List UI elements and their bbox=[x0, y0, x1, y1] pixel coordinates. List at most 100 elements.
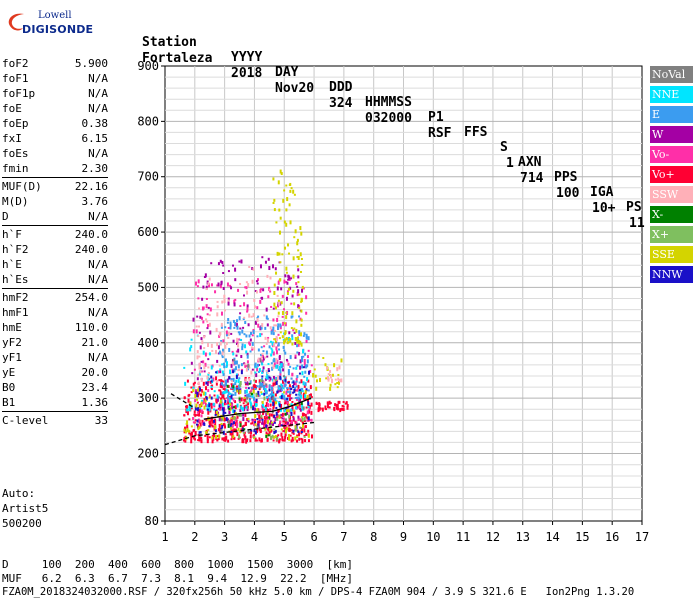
echo-point-nnw bbox=[287, 381, 290, 384]
echo-point-e bbox=[279, 323, 282, 328]
echo-point-ssw bbox=[257, 357, 260, 362]
echo-point-vo bbox=[267, 409, 270, 412]
echo-point-sse bbox=[218, 434, 221, 439]
echo-point-vo bbox=[205, 404, 208, 408]
echo-point-nne bbox=[221, 370, 224, 374]
echo-point-vo bbox=[258, 437, 261, 442]
echo-point-ssw bbox=[272, 365, 275, 370]
echo-point-vo bbox=[268, 413, 271, 417]
echo-point-e bbox=[295, 380, 298, 383]
echo-point-nne bbox=[225, 366, 228, 369]
echo-point-vo bbox=[291, 372, 294, 376]
echo-point-e bbox=[266, 375, 269, 380]
echo-point-w bbox=[238, 260, 241, 263]
echo-point-ssw bbox=[272, 379, 275, 383]
echo-point-vo bbox=[197, 439, 200, 442]
echo-point-e bbox=[300, 387, 303, 392]
echo-point-sse bbox=[329, 386, 332, 391]
echo-point-e bbox=[268, 397, 271, 400]
echo-point-vo bbox=[329, 402, 332, 405]
echo-point-nnw bbox=[290, 412, 293, 417]
echo-point-w bbox=[279, 302, 282, 306]
echo-point-ssw bbox=[223, 309, 226, 312]
echo-point-sse bbox=[214, 425, 217, 430]
echo-point-vo bbox=[278, 438, 281, 441]
echo-point-vo bbox=[234, 422, 237, 427]
echo-point-e bbox=[233, 326, 236, 329]
echo-point-nne bbox=[290, 403, 293, 407]
echo-point-e bbox=[238, 331, 241, 336]
echo-point-ssw bbox=[276, 294, 279, 297]
echo-point-vo bbox=[220, 379, 223, 383]
echo-point-w bbox=[217, 282, 220, 287]
echo-point-sse bbox=[296, 336, 299, 339]
echo-point-vo bbox=[227, 384, 230, 388]
echo-point-nne bbox=[291, 337, 294, 341]
echo-point-vo bbox=[196, 423, 199, 428]
echo-point-e bbox=[259, 381, 262, 386]
echo-point-vo bbox=[306, 355, 309, 359]
echo-point-w bbox=[219, 370, 222, 374]
echo-point-ssw bbox=[216, 342, 219, 347]
echo-point-nne bbox=[261, 403, 264, 407]
echo-point-vo bbox=[186, 424, 189, 428]
echo-point-w bbox=[227, 270, 230, 273]
echo-point-vo bbox=[195, 329, 198, 334]
echo-point-vo bbox=[283, 424, 286, 427]
echo-point-ssw bbox=[273, 343, 276, 348]
echo-point-vo bbox=[297, 384, 300, 389]
echo-point-sse bbox=[211, 436, 214, 440]
echo-point-sse bbox=[202, 391, 205, 396]
echo-point-vo bbox=[192, 382, 195, 386]
param-name: foF1 bbox=[2, 72, 29, 85]
echo-point-w bbox=[217, 262, 220, 266]
echo-point-e bbox=[277, 368, 280, 371]
x-tick-label: 8 bbox=[370, 530, 377, 544]
echo-point-ssw bbox=[221, 300, 224, 304]
echo-point-nnw bbox=[215, 371, 218, 374]
echo-point-vo bbox=[301, 438, 304, 443]
echo-point-vo bbox=[247, 402, 250, 406]
echo-point-e bbox=[283, 349, 286, 352]
echo-point-vo bbox=[192, 329, 195, 334]
echo-point-sse bbox=[203, 405, 206, 410]
echo-point-nnw bbox=[233, 409, 236, 413]
echo-point-nnw bbox=[292, 391, 295, 394]
echo-point-ssw bbox=[231, 361, 234, 365]
echo-point-vo bbox=[263, 425, 266, 429]
echo-point-nnw bbox=[302, 366, 305, 369]
echo-point-sse bbox=[216, 410, 219, 414]
echo-point-vo bbox=[246, 307, 249, 312]
echo-point-vo bbox=[305, 311, 308, 315]
echo-point-vo bbox=[236, 340, 239, 345]
echo-point-sse bbox=[297, 249, 300, 252]
echo-point-x bbox=[228, 407, 231, 410]
echo-point-ssw bbox=[261, 323, 264, 328]
echo-point-w bbox=[280, 413, 283, 416]
echo-point-vo bbox=[302, 413, 305, 417]
echo-point-e bbox=[268, 345, 271, 349]
echo-point-vo bbox=[204, 434, 207, 437]
param-row: h`F2 240.0 bbox=[2, 242, 108, 257]
echo-point-e bbox=[220, 339, 223, 342]
echo-point-vo bbox=[272, 400, 275, 403]
echo-point-vo bbox=[296, 292, 299, 297]
echo-point-sse bbox=[300, 298, 303, 303]
echo-point-ssw bbox=[231, 380, 234, 383]
echo-point-ssw bbox=[266, 372, 269, 375]
echo-point-nnw bbox=[199, 367, 202, 370]
echo-point-nne bbox=[260, 392, 263, 395]
echo-point-nnw bbox=[205, 396, 208, 401]
echo-point-vo bbox=[251, 348, 254, 351]
echo-point-vo bbox=[200, 393, 203, 397]
echo-point-w bbox=[243, 407, 246, 412]
echo-point-w bbox=[276, 286, 279, 291]
x-tick-label: 1 bbox=[161, 530, 168, 544]
echo-point-vo bbox=[244, 435, 247, 439]
echo-point-vo bbox=[197, 393, 200, 398]
echo-point-nne bbox=[229, 392, 232, 395]
echo-point-vo bbox=[193, 410, 196, 414]
echo-point-sse bbox=[252, 389, 255, 394]
param-row: B1 1.36 bbox=[2, 395, 108, 410]
echo-point-x bbox=[250, 406, 253, 409]
